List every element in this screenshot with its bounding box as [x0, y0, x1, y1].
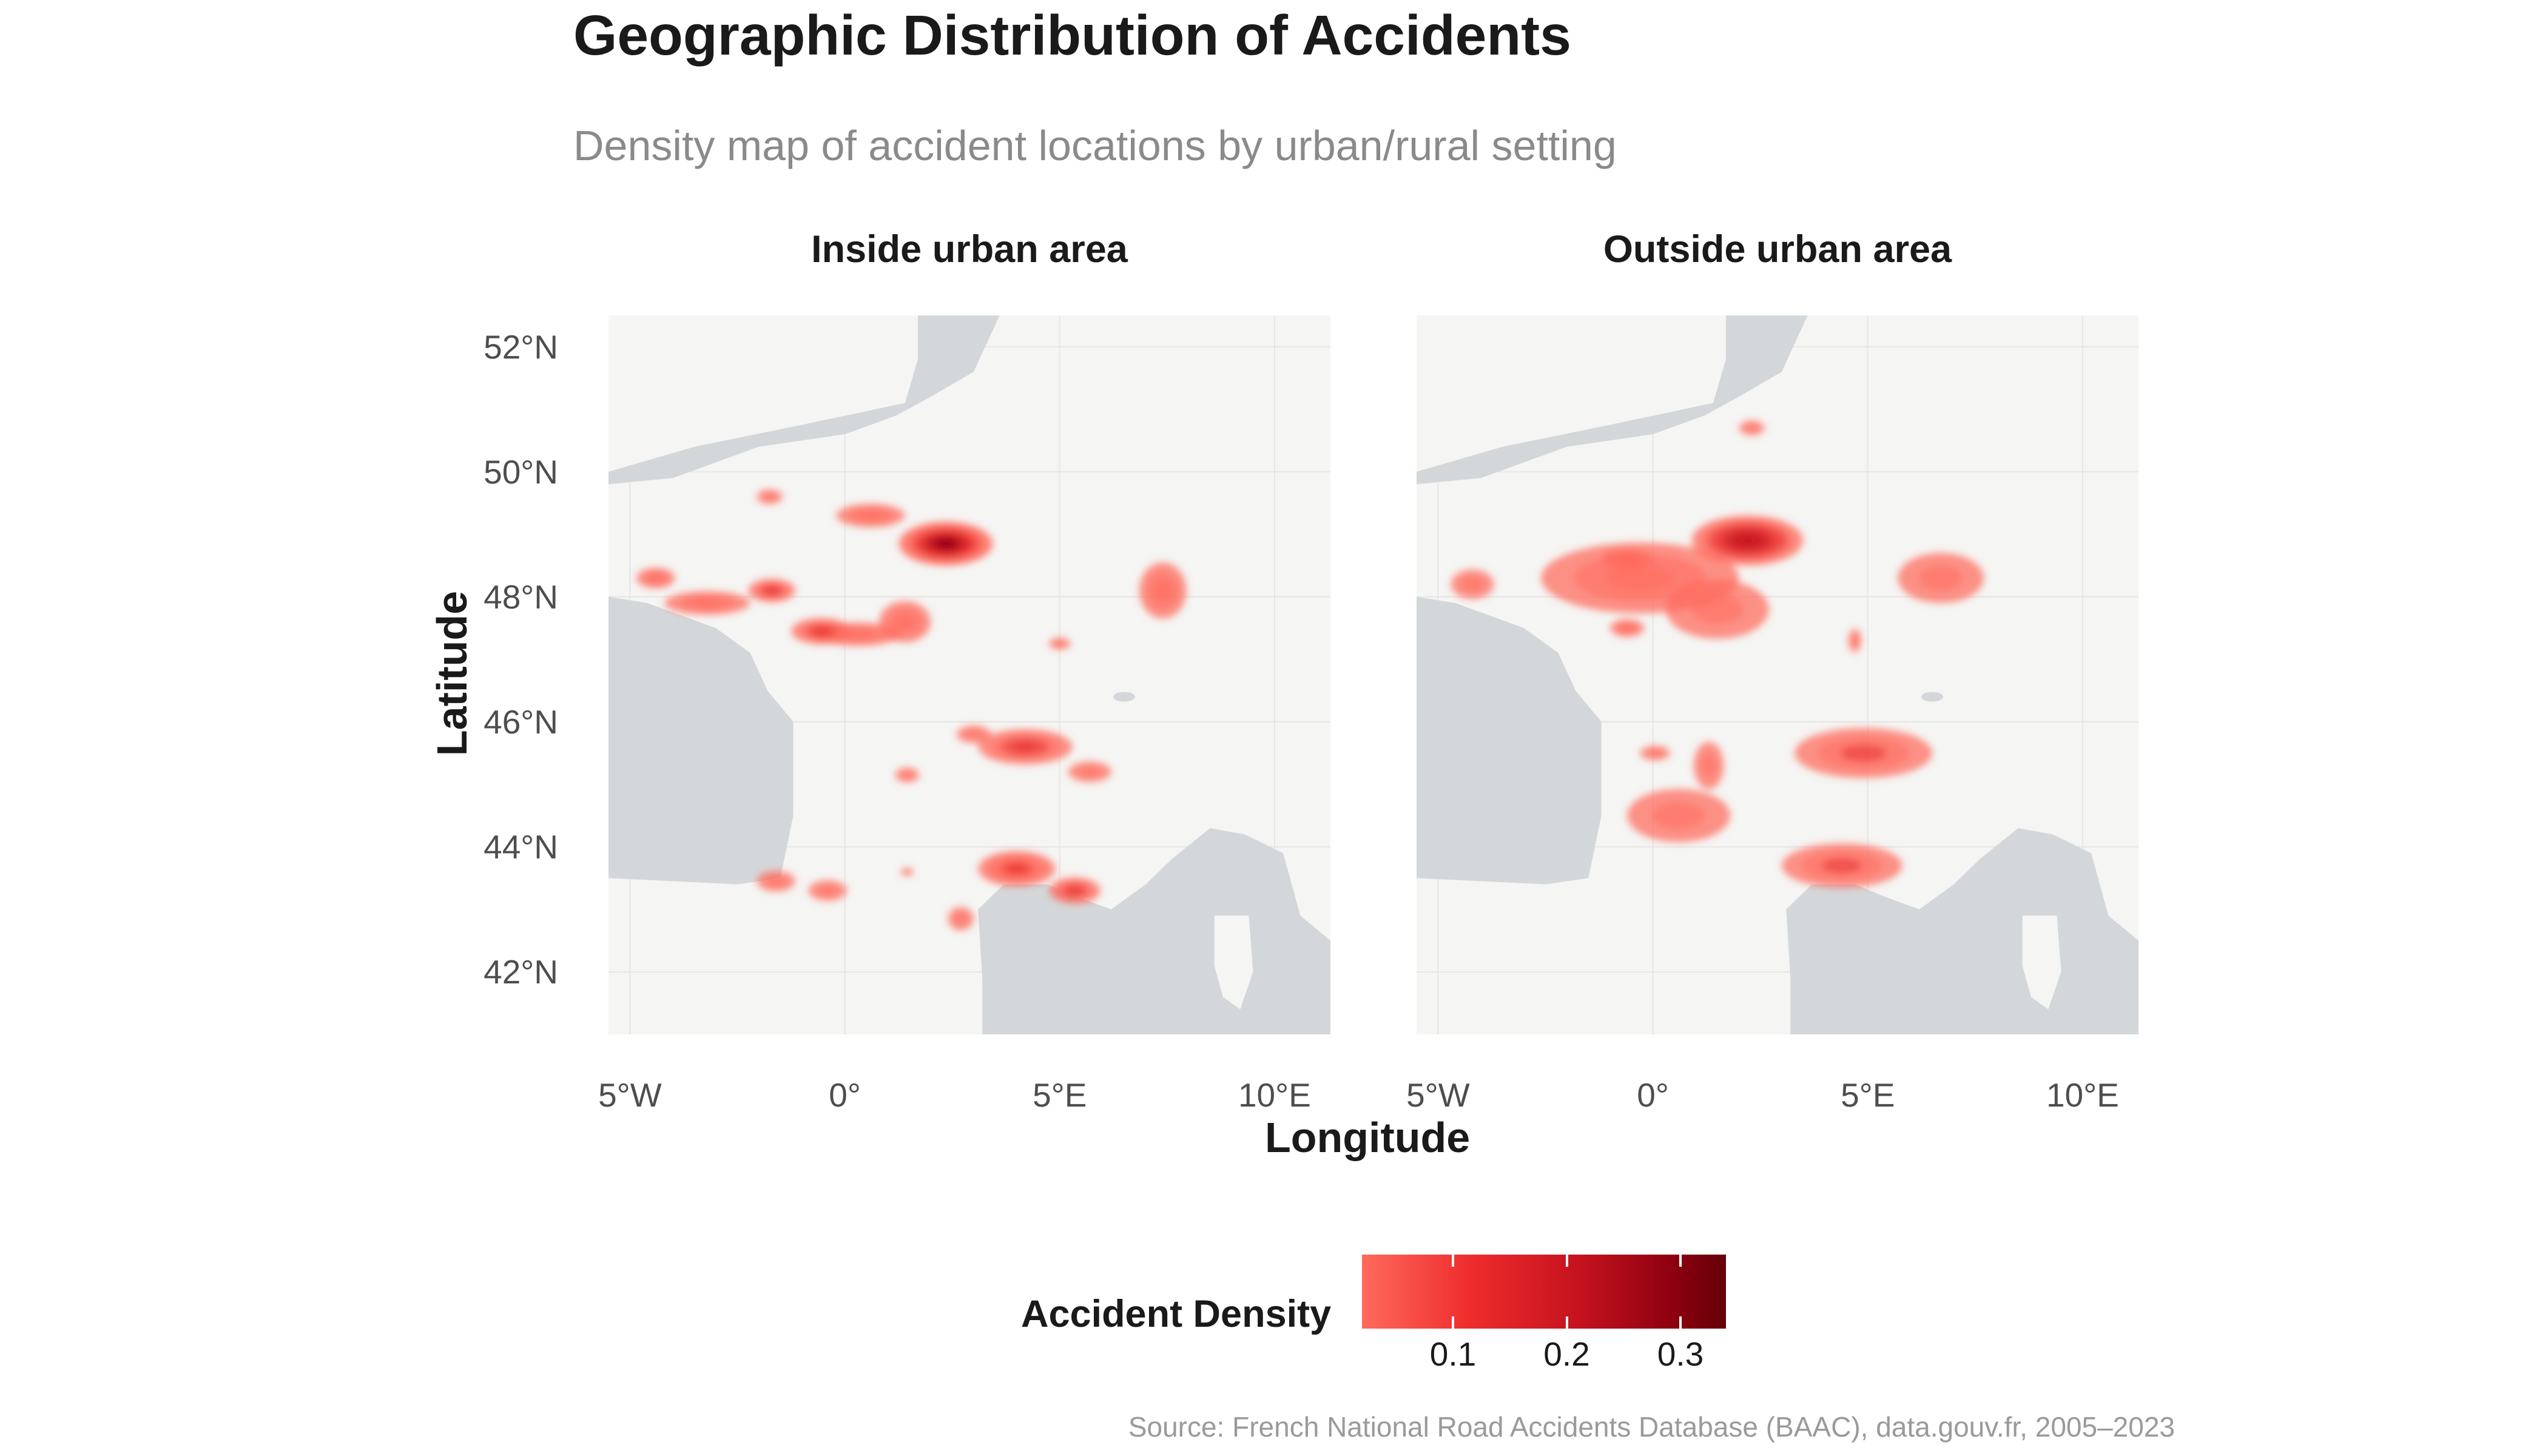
- lake-geneva: [1113, 692, 1135, 702]
- source-caption: Source: French National Road Accidents D…: [1128, 1411, 2175, 1443]
- x-tick-label: 10°E: [2046, 1076, 2119, 1114]
- density-contour: [1739, 536, 1756, 544]
- sea-area: [608, 596, 794, 885]
- legend-title: Accident Density: [1021, 1293, 1332, 1335]
- legend-tick: [1679, 1255, 1682, 1267]
- map-svg: [608, 315, 1330, 1034]
- density-layer: [1451, 420, 1984, 888]
- chart-subtitle: Density map of accident locations by urb…: [573, 122, 1617, 169]
- density-contour: [1647, 749, 1663, 757]
- density-contour: [1009, 864, 1025, 872]
- density-contour: [903, 868, 911, 876]
- density-contour: [1054, 639, 1065, 647]
- legend-colorbar: [1362, 1255, 1726, 1329]
- lake-geneva: [1921, 692, 1943, 702]
- density-contour: [965, 730, 983, 739]
- legend-tick-label: 0.1: [1429, 1335, 1477, 1373]
- density-contour: [814, 627, 829, 635]
- density-contour: [1701, 753, 1717, 778]
- y-tick-label: 42°N: [484, 952, 558, 991]
- density-contour: [1154, 581, 1171, 600]
- density-contour: [896, 615, 914, 629]
- density-contour: [766, 587, 778, 595]
- density-contour: [763, 493, 777, 500]
- legend-tick-label: 0.2: [1543, 1335, 1590, 1373]
- density-contour: [954, 912, 968, 925]
- corsica-landmass: [1214, 915, 1253, 1009]
- density-contour: [1919, 565, 1963, 591]
- chart-title: Geographic Distribution of Accidents: [573, 4, 1571, 67]
- y-tick-label: 52°N: [484, 328, 558, 366]
- map-panel-urban: [608, 315, 1330, 1034]
- density-contour: [1621, 624, 1633, 632]
- facet-title-rural: Outside urban area: [1603, 228, 1952, 271]
- legend-tick-label: 0.3: [1657, 1335, 1704, 1373]
- britain-landmass: [1417, 315, 1726, 472]
- density-contour: [1653, 802, 1705, 829]
- density-contour: [1068, 887, 1082, 894]
- legend-tick: [1565, 1255, 1568, 1267]
- y-tick-label: 44°N: [484, 827, 558, 866]
- y-tick-label: 46°N: [484, 703, 558, 741]
- x-tick-label: 5°E: [1033, 1076, 1087, 1114]
- x-axis-title: Longitude: [1265, 1114, 1471, 1161]
- legend-tick: [1452, 1255, 1454, 1267]
- density-contour: [1618, 555, 1636, 563]
- density-contour: [1079, 766, 1101, 777]
- density-contour: [1840, 744, 1887, 762]
- density-contour: [1013, 742, 1037, 752]
- density-contour: [693, 599, 722, 607]
- density-contour: [1822, 858, 1862, 873]
- density-contour: [901, 771, 914, 779]
- density-contour: [1745, 424, 1759, 432]
- legend-tick: [1679, 1316, 1682, 1329]
- density-contour: [941, 540, 951, 548]
- density-contour: [649, 574, 662, 582]
- legend-tick: [1565, 1316, 1568, 1329]
- sea-area: [1417, 596, 1602, 885]
- x-tick-label: 0°: [829, 1076, 861, 1114]
- x-tick-label: 5°W: [598, 1076, 662, 1114]
- map-svg: [1417, 315, 2138, 1034]
- y-tick-label: 50°N: [484, 453, 558, 491]
- x-tick-label: 0°: [1637, 1076, 1669, 1114]
- density-contour: [1461, 576, 1483, 592]
- x-tick-label: 5°E: [1841, 1076, 1895, 1114]
- density-contour: [1607, 566, 1673, 590]
- y-axis-title: Latitude: [428, 590, 476, 757]
- density-contour: [1691, 594, 1744, 624]
- density-contour: [818, 885, 838, 896]
- density-contour: [766, 876, 786, 887]
- density-contour: [1851, 635, 1859, 647]
- y-tick-label: 48°N: [484, 578, 558, 616]
- legend-tick: [1452, 1316, 1454, 1329]
- map-panel-rural: [1417, 315, 2138, 1034]
- x-tick-label: 5°W: [1406, 1076, 1470, 1114]
- density-layer: [636, 489, 1187, 931]
- corsica-landmass: [2022, 915, 2061, 1009]
- facet-title-urban: Inside urban area: [811, 228, 1128, 271]
- x-tick-label: 10°E: [1238, 1076, 1311, 1114]
- density-contour: [859, 511, 882, 520]
- britain-landmass: [608, 315, 918, 472]
